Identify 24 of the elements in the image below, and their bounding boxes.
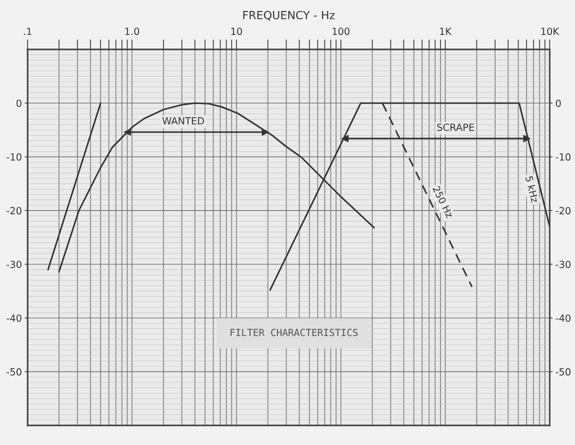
x-tick-label: 10 xyxy=(231,28,242,36)
annotation: WANTED xyxy=(162,117,204,124)
x-tick-label: .1 xyxy=(24,28,32,35)
annotation: 5 kHz xyxy=(525,176,539,203)
x-tick-label: 10K xyxy=(541,28,560,36)
x-axis-title: FREQUENCY - Hz xyxy=(243,10,335,21)
y2-tick-label: -40 xyxy=(556,314,570,322)
y-tick-label: 0 xyxy=(16,100,22,107)
y2-tick-label: -30 xyxy=(556,260,570,268)
y-tick-label: -10 xyxy=(6,153,22,161)
y2-tick-label: 0 xyxy=(556,100,561,107)
x-tick-label: 1.0 xyxy=(125,28,140,36)
y-tick-label: -40 xyxy=(6,314,22,322)
y2-tick-label: -20 xyxy=(556,207,570,214)
x-tick-label: 100 xyxy=(332,28,350,36)
x-tick-label: 1K xyxy=(440,28,452,35)
y-tick-label: -20 xyxy=(6,207,22,214)
annotation: 250 Hz xyxy=(432,186,454,218)
y-tick-label: -30 xyxy=(6,260,22,268)
y-tick-label: -50 xyxy=(6,368,22,376)
y2-tick-label: -10 xyxy=(556,153,570,161)
annotation: SCRAPE xyxy=(437,124,474,131)
text: FILTER CHARACTERISTICS xyxy=(230,328,358,336)
y2-tick-label: -50 xyxy=(556,368,570,376)
